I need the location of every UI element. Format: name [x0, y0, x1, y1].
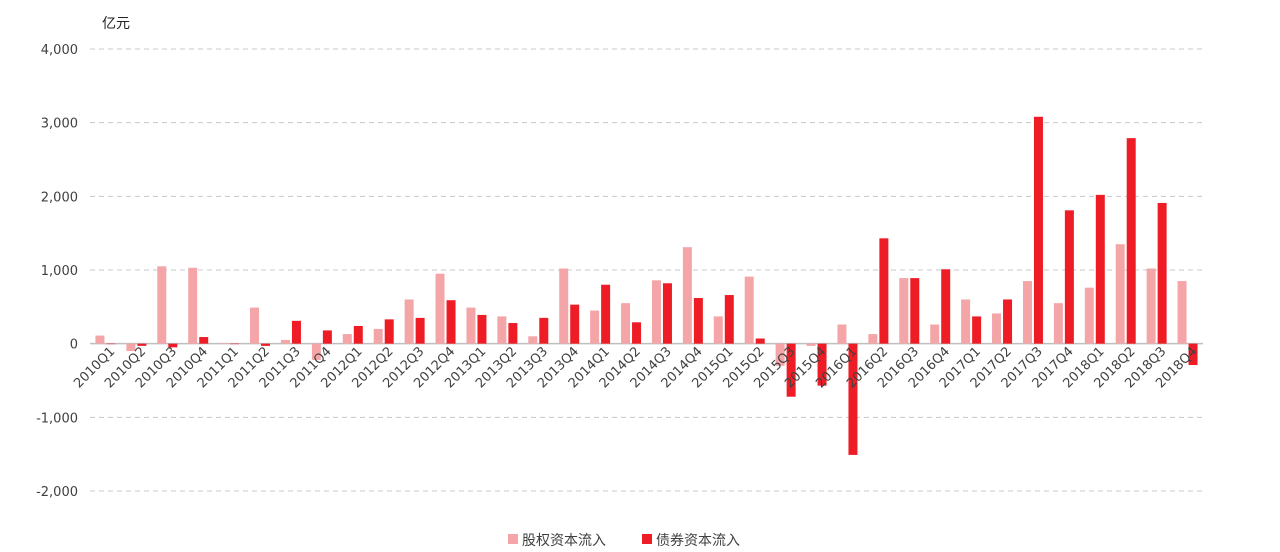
bar-bond	[910, 278, 920, 344]
bar-bond	[848, 343, 858, 455]
bar-bond	[384, 319, 394, 344]
unit-label: 亿元	[102, 16, 130, 32]
bar-equity	[404, 299, 414, 344]
bar-equity	[157, 266, 167, 344]
bar-equity	[219, 342, 229, 344]
y-tick-label: 0	[70, 338, 78, 353]
bar-bond	[972, 316, 982, 344]
bar-equity	[806, 343, 816, 346]
grid: -2,000 -1,000 0 1,000 2,000 3,000 4,000	[36, 43, 1203, 500]
bar-bond	[322, 330, 332, 344]
bar-bond	[230, 343, 240, 345]
bar-bond	[1003, 299, 1013, 344]
bar-equity	[930, 324, 940, 344]
bar-equity	[559, 268, 569, 344]
bar-bond	[632, 322, 642, 344]
bar-equity	[466, 307, 476, 344]
bar-bond	[662, 283, 672, 344]
bar-equity	[342, 334, 352, 344]
bar-equity	[280, 339, 290, 344]
bar-equity	[497, 316, 507, 344]
bar-equity	[868, 334, 878, 344]
bar-equity	[1115, 244, 1125, 344]
legend-label: 债券资本流入	[656, 533, 740, 549]
y-tick-label: -2,000	[36, 485, 78, 500]
bar-equity	[837, 324, 847, 344]
bar-equity	[682, 247, 692, 344]
y-tick-label: 1,000	[41, 264, 78, 279]
bar-bond	[415, 317, 425, 344]
legend-swatch	[642, 534, 652, 544]
bar-equity	[961, 299, 971, 344]
bar-bond	[106, 343, 116, 345]
bar-equity	[95, 335, 105, 344]
bar-bond	[570, 304, 580, 344]
bar-equity	[126, 343, 136, 352]
bar-equity	[899, 278, 909, 344]
y-tick-label: 4,000	[41, 43, 78, 58]
bar-bond	[261, 343, 271, 346]
legend: 股权资本流入 债券资本流入	[508, 533, 740, 549]
y-tick-label: -1,000	[36, 411, 78, 426]
bar-equity	[373, 328, 383, 344]
bar-equity	[435, 273, 445, 344]
bar-equity	[1022, 281, 1032, 344]
bar-equity	[528, 336, 538, 344]
bar-bond	[1126, 138, 1136, 344]
legend-swatch	[508, 534, 518, 544]
bar-bond	[724, 295, 734, 344]
bar-equity	[744, 276, 754, 344]
bar-equity	[621, 303, 631, 344]
category-labels: 2010Q12010Q22010Q32010Q42011Q12011Q22011…	[71, 344, 1200, 391]
bar-bond	[693, 297, 703, 344]
bar-equity	[188, 267, 198, 344]
bar-bond	[168, 343, 178, 348]
bar-bond	[508, 323, 518, 344]
bar-bond	[755, 338, 765, 344]
y-tick-label: 2,000	[41, 190, 78, 205]
bar-bond	[786, 343, 796, 397]
bar-bond	[1064, 210, 1074, 344]
bar-bond	[353, 325, 363, 344]
bar-equity	[311, 343, 321, 360]
bar-equity	[992, 313, 1002, 344]
bar-bond	[1188, 343, 1198, 366]
bar-equity	[250, 307, 260, 344]
bar-bond	[601, 284, 611, 344]
bar-bond	[199, 337, 209, 344]
bar-bond	[879, 238, 889, 344]
bar-equity	[775, 343, 785, 366]
bar-bond	[817, 343, 827, 386]
bar-bond	[291, 320, 301, 344]
y-tick-label: 3,000	[41, 117, 78, 132]
bar-bond	[941, 269, 951, 344]
bar-bond	[1033, 116, 1043, 344]
bar-bond	[1095, 194, 1105, 344]
bar-bond	[137, 343, 147, 346]
bar-equity	[651, 280, 661, 344]
bar-equity	[1177, 281, 1187, 344]
bar-equity	[1084, 287, 1094, 344]
bar-equity	[1053, 303, 1063, 344]
bar-bond	[446, 300, 456, 344]
bar-bond	[1157, 202, 1167, 344]
bar-bond	[539, 317, 549, 344]
bar-equity	[713, 316, 723, 344]
bar-equity	[590, 310, 600, 344]
bar-bond	[477, 314, 487, 344]
bars	[95, 116, 1198, 455]
bar-equity	[1146, 268, 1156, 344]
legend-label: 股权资本流入	[522, 533, 606, 549]
